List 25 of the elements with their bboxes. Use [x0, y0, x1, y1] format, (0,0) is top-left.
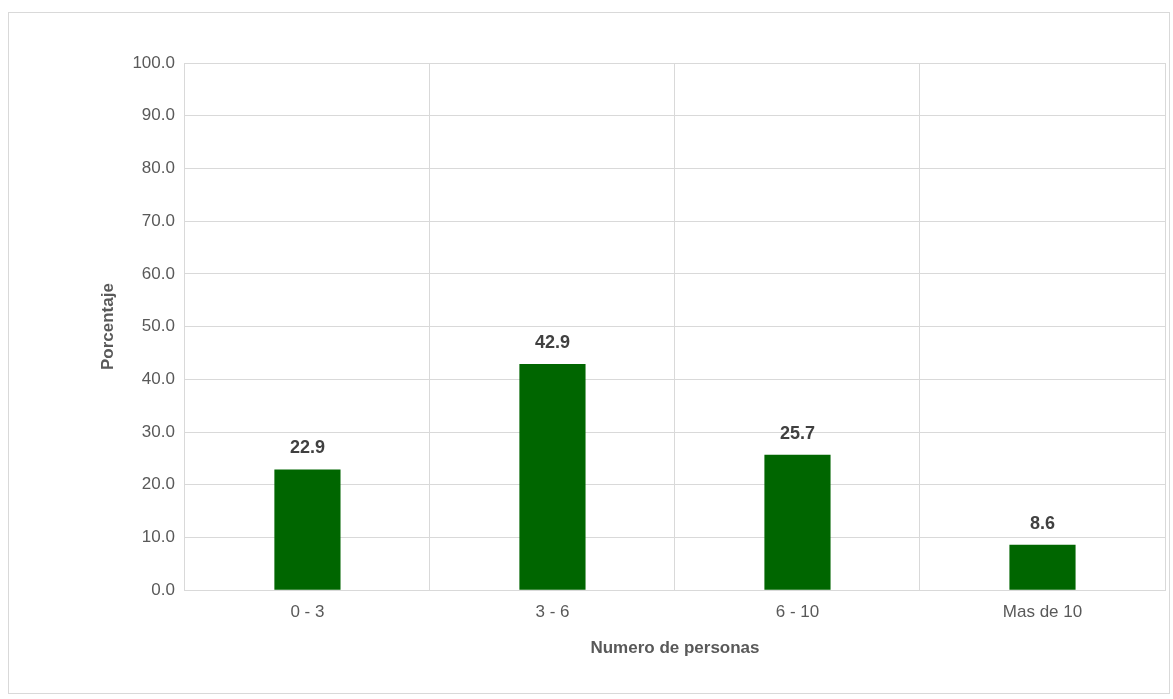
y-axis-title: Porcentaje: [97, 283, 117, 371]
bar: [519, 364, 586, 590]
x-tick-label: 0 - 3: [290, 602, 325, 622]
x-tick-label: 3 - 6: [535, 602, 570, 622]
bar: [1009, 544, 1076, 590]
y-tick-label: 0.0: [151, 579, 175, 599]
data-label: 25.7: [779, 422, 815, 443]
y-tick-label: 60.0: [141, 263, 175, 283]
y-tick-label: 100.0: [132, 52, 175, 72]
y-tick-label: 50.0: [141, 316, 175, 336]
y-tick-label: 80.0: [141, 158, 175, 178]
x-axis-title: Numero de personas: [590, 638, 760, 658]
bar: [764, 454, 831, 590]
y-tick-label: 30.0: [141, 421, 175, 441]
bar: [274, 469, 341, 590]
y-tick-label: 40.0: [141, 369, 175, 389]
x-tick-label: 6 - 10: [775, 602, 820, 622]
y-tick-label: 20.0: [141, 474, 175, 494]
data-label: 22.9: [289, 437, 325, 458]
y-tick-label: 10.0: [141, 527, 175, 547]
y-tick-label: 90.0: [141, 105, 175, 125]
data-label: 8.6: [1029, 512, 1056, 533]
x-tick-label: Mas de 10: [1002, 602, 1083, 622]
data-label: 42.9: [534, 332, 570, 352]
y-tick-label: 70.0: [141, 210, 175, 230]
